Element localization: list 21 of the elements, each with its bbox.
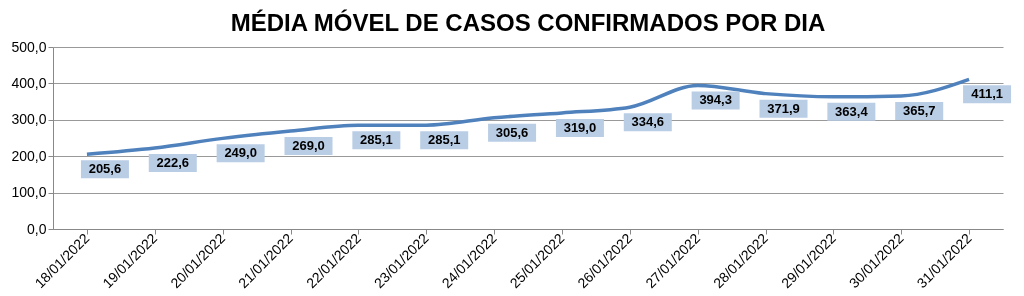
data-label: 394,3 [699, 92, 732, 108]
data-label: 319,0 [563, 119, 597, 135]
chart-title: MÉDIA MÓVEL DE CASOS CONFIRMADOS POR DIA [230, 9, 826, 36]
y-tick-label: 0,0 [27, 220, 47, 237]
data-label: 305,6 [495, 124, 529, 140]
y-tick-label: 500,0 [11, 38, 47, 55]
data-label: 285,1 [360, 132, 393, 148]
data-label: 249,0 [224, 145, 257, 161]
data-label: 334,6 [631, 114, 665, 130]
y-tick-label: 300,0 [11, 111, 47, 128]
data-label: 365,7 [902, 102, 936, 118]
y-tick-label: 200,0 [11, 147, 47, 164]
data-label: 205,6 [88, 161, 122, 177]
data-label: 363,4 [835, 103, 869, 119]
y-tick-label: 100,0 [11, 184, 47, 201]
data-label: 371,9 [767, 100, 800, 116]
y-tick-label: 400,0 [11, 74, 47, 91]
data-label: 222,6 [156, 154, 190, 170]
data-label: 411,1 [971, 86, 1003, 102]
data-label: 285,1 [427, 132, 461, 148]
data-label: 269,0 [292, 138, 325, 154]
